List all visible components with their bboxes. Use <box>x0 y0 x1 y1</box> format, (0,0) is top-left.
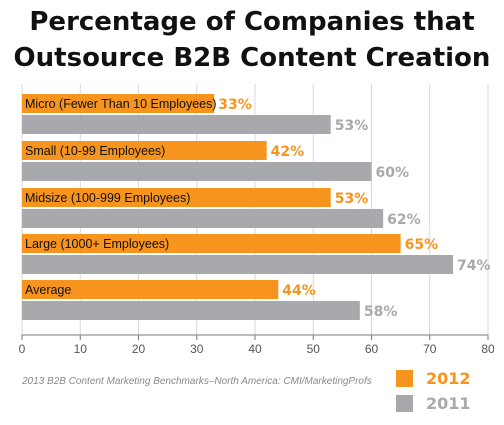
data-label-2012: 44% <box>282 283 316 299</box>
bar-2011 <box>22 162 372 181</box>
bar-2011 <box>22 255 454 274</box>
data-label-2011: 58% <box>364 304 398 320</box>
x-tick-label: 0 <box>19 342 26 356</box>
chart-title-line-2: Outsource B2B Content Creation <box>13 43 491 73</box>
bar-2012 <box>22 141 267 160</box>
bar-2012 <box>22 188 331 207</box>
bar-2012 <box>22 94 215 113</box>
x-tick-label: 30 <box>190 342 204 356</box>
bar-2012 <box>22 234 401 253</box>
category-label: Large (1000+ Employees) <box>25 237 169 251</box>
data-label-2012: 42% <box>271 144 305 160</box>
category-label: Small (10-99 Employees) <box>25 144 165 158</box>
data-label-2012: 53% <box>335 191 369 207</box>
x-tick-label: 20 <box>132 342 146 356</box>
data-label-2012: 33% <box>218 97 252 113</box>
chart-title-line-1: Percentage of Companies that <box>29 7 475 37</box>
data-label-2011: 62% <box>387 212 421 228</box>
legend-swatch-2011 <box>396 395 413 412</box>
data-label-2012: 65% <box>405 237 439 253</box>
category-label: Average <box>25 283 71 297</box>
data-label-2011: 53% <box>335 118 369 134</box>
x-tick-label: 80 <box>481 342 495 356</box>
x-tick-label: 40 <box>248 342 262 356</box>
bar-2012 <box>22 280 279 299</box>
category-label: Midsize (100-999 Employees) <box>25 191 190 205</box>
category-label: Micro (Fewer Than 10 Employees) <box>25 97 217 111</box>
bar-2011 <box>22 115 331 134</box>
data-labels: 33% 53% Micro (Fewer Than 10 Employees) 42%… <box>25 97 491 320</box>
bars <box>22 94 454 320</box>
legend-swatch-2012 <box>396 370 413 387</box>
x-tick-label: 10 <box>74 342 88 356</box>
legend: 2012 2011 <box>396 369 471 413</box>
x-tick-label: 60 <box>365 342 379 356</box>
x-tick-label: 70 <box>423 342 437 356</box>
x-axis: 0 10 20 30 40 50 60 70 80 <box>19 334 495 356</box>
data-label-2011: 60% <box>376 165 410 181</box>
source-note: 2013 B2B Content Marketing Benchmarks–No… <box>21 376 372 387</box>
chart-title: Percentage of Companies that Outsource B… <box>0 4 504 76</box>
x-tick-label: 50 <box>307 342 321 356</box>
legend-label-2011: 2011 <box>426 394 471 413</box>
bar-2011 <box>22 209 384 228</box>
legend-label-2012: 2012 <box>426 369 471 388</box>
data-label-2011: 74% <box>457 258 491 274</box>
bar-2011 <box>22 301 360 320</box>
